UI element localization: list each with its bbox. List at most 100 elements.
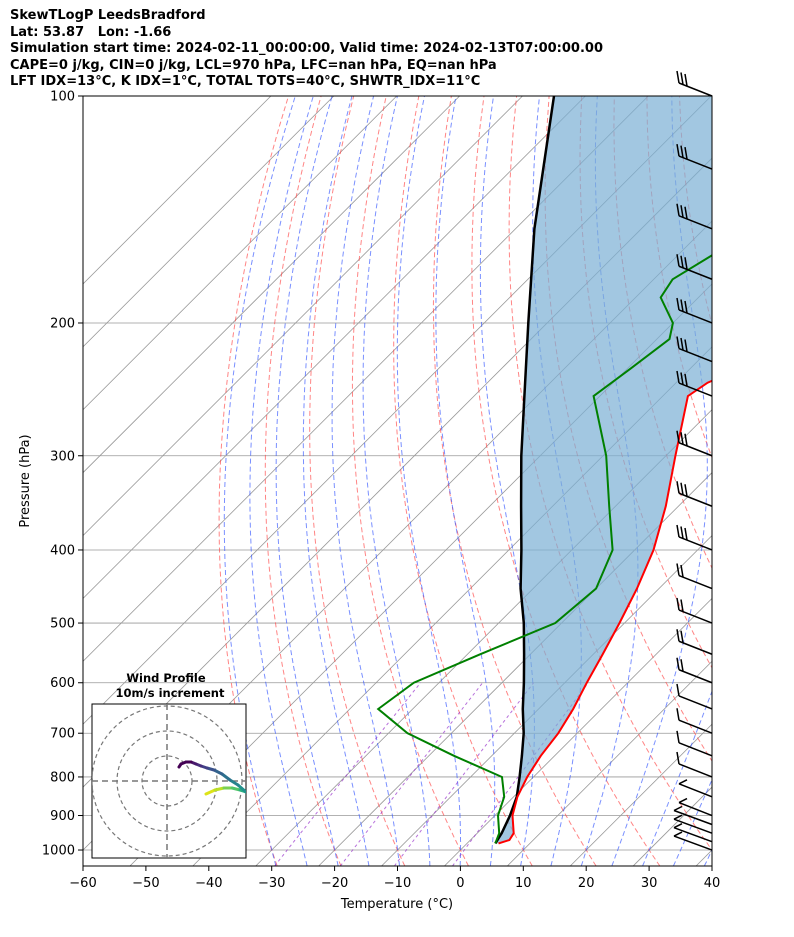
hodograph-segment bbox=[213, 786, 226, 792]
moist-adiabat bbox=[249, 96, 314, 866]
mixing-ratio-line bbox=[274, 682, 421, 866]
dry-adiabat bbox=[777, 96, 794, 866]
isotherm--110 bbox=[83, 96, 523, 537]
x-tick-label: −40 bbox=[195, 876, 222, 891]
mixing-ratio-line bbox=[339, 682, 484, 866]
x-tick-label: 40 bbox=[704, 876, 721, 891]
wind-barb bbox=[676, 297, 713, 324]
y-tick-label: 400 bbox=[50, 543, 75, 558]
wind-barb bbox=[676, 336, 713, 363]
y-tick-label: 900 bbox=[50, 809, 75, 824]
chart-title: SkewTLogP LeedsBradford bbox=[10, 8, 206, 23]
dry-adiabat bbox=[393, 96, 533, 866]
wind-barb bbox=[673, 831, 713, 851]
moist-adiabat bbox=[362, 96, 431, 866]
series-layer bbox=[376, 96, 712, 845]
chart-header: SkewTLogP LeedsBradford Lat: 53.87 Lon: … bbox=[10, 8, 603, 91]
dry-adiabat bbox=[264, 96, 342, 866]
x-tick-label: −60 bbox=[69, 876, 96, 891]
wind-barb bbox=[673, 823, 713, 843]
hodograph-segment bbox=[228, 778, 240, 787]
wind-barb bbox=[676, 524, 713, 551]
isotherm-50 bbox=[759, 96, 794, 866]
moist-adiabat bbox=[703, 848, 712, 866]
cin-area bbox=[495, 96, 712, 844]
x-tick-label: −50 bbox=[132, 876, 159, 891]
x-tick-label: 30 bbox=[641, 876, 658, 891]
wind-barb bbox=[676, 597, 713, 624]
dry-adiabat bbox=[309, 96, 406, 866]
y-tick-label: 800 bbox=[50, 770, 75, 785]
moist-adiabat bbox=[736, 96, 794, 866]
moist-adiabat bbox=[331, 96, 400, 866]
wind-barb bbox=[676, 370, 713, 397]
wind-barb bbox=[676, 70, 713, 97]
moist-adiabat bbox=[223, 96, 296, 866]
dry-adiabat bbox=[711, 96, 712, 103]
x-tick-label: 10 bbox=[515, 876, 532, 891]
isotherm-0 bbox=[444, 597, 712, 866]
y-tick-label: 700 bbox=[50, 727, 75, 742]
mixing-ratio-line bbox=[393, 682, 535, 866]
x-tick-label: 0 bbox=[456, 876, 464, 891]
wind-barb bbox=[676, 657, 713, 684]
wind-barb bbox=[676, 683, 713, 710]
fill-layer bbox=[495, 96, 712, 844]
wind-profile-inset: Wind Profile 10m/s increment bbox=[91, 671, 247, 859]
moist-adiabat bbox=[396, 96, 462, 866]
x-tick-label: 20 bbox=[578, 876, 595, 891]
isotherm--20 bbox=[318, 472, 712, 866]
moist-adiabat bbox=[611, 96, 708, 866]
wind-barb bbox=[676, 481, 713, 507]
y-tick-label: 300 bbox=[50, 449, 75, 464]
inset-plot bbox=[92, 704, 246, 858]
wind-barb bbox=[676, 708, 713, 734]
wind-barb bbox=[676, 430, 713, 457]
x-tick-label: −30 bbox=[258, 876, 285, 891]
y-axis-label: Pressure (hPa) bbox=[18, 434, 33, 527]
hodograph-segment bbox=[236, 783, 246, 794]
wind-barb bbox=[676, 143, 713, 170]
wind-barb bbox=[678, 797, 713, 817]
x-tick-label: −10 bbox=[384, 876, 411, 891]
isotherm--100 bbox=[83, 96, 586, 599]
dry-adiabat bbox=[646, 96, 712, 460]
time-line: Simulation start time: 2024-02-11_00:00:… bbox=[10, 41, 603, 56]
x-axis-label: Temperature (°C) bbox=[340, 897, 453, 912]
location-line: Lat: 53.87 Lon: -1.66 bbox=[10, 24, 172, 40]
hodograph-segment bbox=[204, 788, 217, 796]
wind-barb bbox=[673, 814, 713, 834]
moist-adiabat bbox=[275, 96, 339, 866]
inset-title: Wind Profile bbox=[126, 671, 206, 685]
y-tick-label: 200 bbox=[50, 316, 75, 331]
moist-adiabat bbox=[642, 689, 712, 866]
wind-barb bbox=[676, 629, 713, 655]
moist-adiabat bbox=[302, 96, 370, 866]
hodograph-segment bbox=[220, 772, 232, 782]
wind-barb bbox=[676, 730, 713, 757]
y-tick-label: 600 bbox=[50, 676, 75, 691]
wind-barbs bbox=[673, 70, 713, 851]
isotherm--90 bbox=[83, 96, 649, 662]
isotherm--150 bbox=[83, 96, 272, 285]
dewpoint-line bbox=[376, 254, 712, 844]
isotherm--140 bbox=[83, 96, 335, 348]
wind-barb bbox=[676, 563, 713, 590]
wind-barb bbox=[673, 805, 713, 826]
y-tick-label: 100 bbox=[50, 90, 75, 105]
dry-adiabat bbox=[218, 96, 289, 866]
isotherm--10 bbox=[381, 534, 712, 866]
temperature-line bbox=[498, 379, 712, 845]
isotherm--50 bbox=[129, 283, 712, 866]
dry-adiabat bbox=[432, 96, 597, 866]
wind-barb bbox=[676, 254, 713, 280]
x-tick-label: −20 bbox=[321, 876, 348, 891]
hodograph-segment bbox=[177, 762, 183, 769]
y-tick-label: 1000 bbox=[42, 844, 75, 859]
isotherm-10 bbox=[507, 660, 712, 866]
wind-barb bbox=[678, 779, 713, 798]
indices-line-1: CAPE=0 j/kg, CIN=0 j/kg, LCL=970 hPa, LF… bbox=[10, 57, 497, 73]
isotherm-20 bbox=[569, 723, 712, 866]
wind-barb bbox=[676, 203, 713, 230]
